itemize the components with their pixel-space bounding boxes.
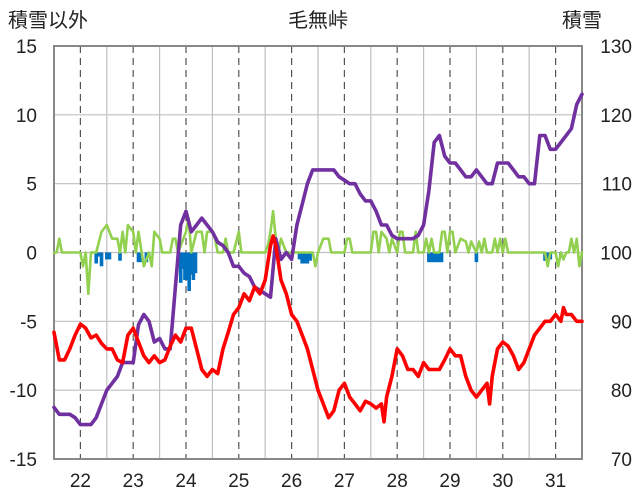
snowfall-line — [52, 209, 584, 296]
x-tick-label: 27 — [334, 471, 355, 492]
x-tick-label: 31 — [545, 471, 566, 492]
x-tick-label: 28 — [387, 471, 408, 492]
right-tick-label: 80 — [611, 381, 632, 402]
left-tick-label: 0 — [26, 244, 37, 265]
x-tick-label: 23 — [123, 471, 144, 492]
precipitation-bar — [433, 252, 438, 263]
precipitation-bar — [437, 252, 442, 263]
x-tick-label: 25 — [228, 471, 249, 492]
left-tick-label: 15 — [16, 37, 37, 58]
x-tick-label: 22 — [70, 471, 91, 492]
x-tick-label: 29 — [439, 471, 460, 492]
x-tick-label: 26 — [281, 471, 302, 492]
chart-title: 毛無峠 — [288, 9, 348, 32]
precipitation-bar — [474, 252, 479, 263]
precipitation-bar — [185, 252, 189, 281]
precipitation-bar — [427, 252, 431, 263]
precipitation-bar — [189, 252, 194, 275]
precipitation-bar — [94, 252, 99, 264]
precipitation-bar — [97, 252, 101, 257]
precipitation-bar — [105, 252, 109, 260]
precipitation-bar — [305, 252, 310, 264]
precipitation-bar — [431, 252, 435, 263]
precipitation-bar — [545, 252, 550, 261]
precipitation-bar — [183, 252, 187, 281]
left-axis: 15 10 5 0 -5 -10 -15 — [10, 37, 37, 471]
precipitation-bar — [187, 252, 191, 292]
right-tick-label: 90 — [611, 312, 632, 333]
precipitation-bar — [191, 252, 196, 281]
right-axis-label: 積雪 — [562, 9, 602, 32]
right-tick-label: 130 — [600, 37, 632, 58]
precipitation-bar — [181, 252, 185, 270]
precipitation-bar — [107, 252, 112, 260]
precipitation-bar — [136, 252, 141, 263]
right-tick-label: 100 — [600, 244, 632, 265]
left-tick-label: -15 — [10, 450, 37, 471]
precipitation-bar — [297, 252, 302, 260]
left-tick-label: 10 — [16, 106, 37, 127]
precipitation-bar — [439, 252, 444, 263]
precipitation-bar — [300, 252, 304, 264]
precipitation-bar — [193, 252, 198, 274]
right-tick-label: 110 — [602, 175, 632, 196]
left-tick-label: 5 — [26, 175, 37, 196]
precipitation-bar — [435, 252, 440, 263]
temperature-line — [52, 234, 584, 424]
series-lines — [52, 92, 584, 427]
right-axis: 130 120 110 100 90 80 70 — [600, 37, 632, 471]
precipitation-bar — [118, 252, 122, 261]
x-axis: 22 23 24 25 26 27 28 29 30 31 — [70, 471, 566, 492]
precipitation-bar — [99, 252, 104, 267]
precipitation-bar — [429, 252, 433, 263]
right-tick-label: 70 — [611, 450, 632, 471]
x-tick-label: 24 — [175, 471, 197, 492]
x-tick-label: 30 — [492, 471, 513, 492]
precipitation-bar — [178, 252, 183, 283]
precipitation-bar — [308, 252, 312, 261]
left-tick-label: -5 — [20, 312, 37, 333]
left-axis-label: 積雪以外 — [8, 9, 88, 32]
right-tick-label: 120 — [600, 106, 632, 127]
snow-depth-line — [52, 92, 584, 427]
left-tick-label: -10 — [10, 381, 37, 402]
precipitation-bar — [303, 252, 307, 264]
